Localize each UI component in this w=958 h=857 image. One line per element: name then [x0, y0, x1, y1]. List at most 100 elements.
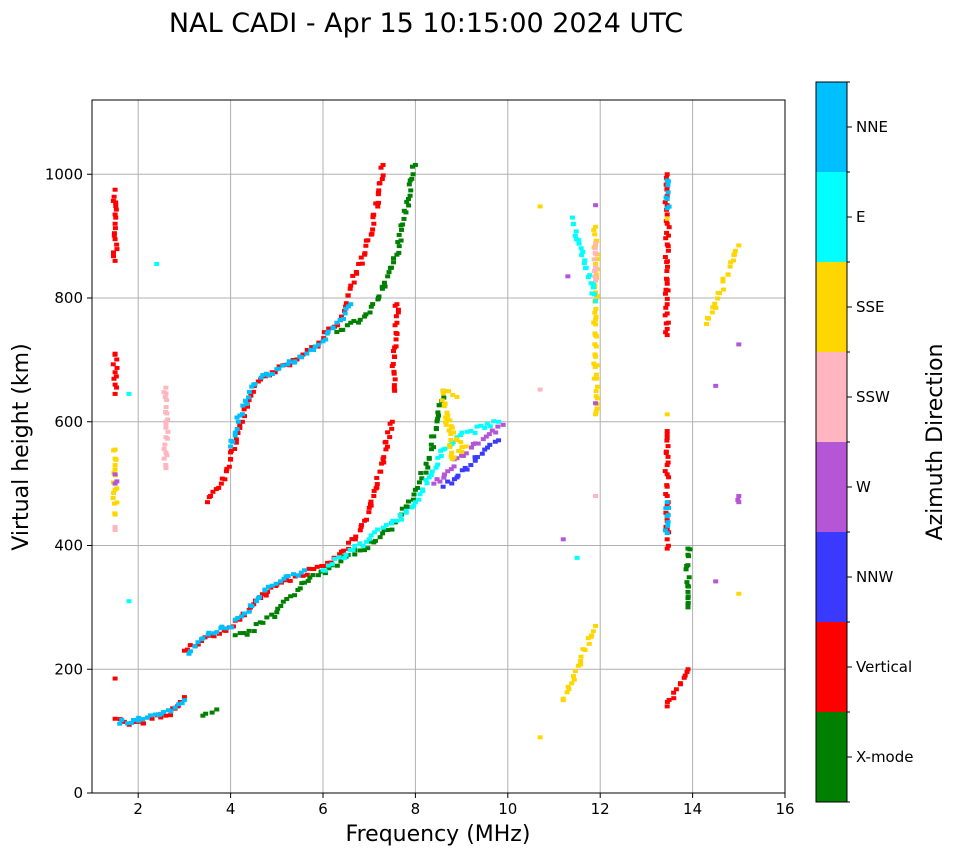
data-point [593, 401, 599, 406]
data-point [736, 243, 742, 248]
data-point [112, 370, 118, 375]
data-point [665, 179, 671, 184]
data-point [326, 326, 332, 331]
data-point [591, 376, 597, 381]
data-point [593, 372, 599, 377]
data-point [431, 445, 437, 450]
data-point [234, 427, 240, 432]
y-tick-label: 1000 [45, 165, 83, 183]
data-point [705, 315, 711, 320]
data-point [440, 388, 446, 393]
data-point [593, 299, 599, 304]
data-point [664, 216, 670, 221]
data-point [445, 417, 451, 422]
data-point [280, 599, 286, 604]
data-point [586, 641, 592, 646]
data-point [663, 330, 669, 335]
data-point [371, 488, 377, 493]
colorbar: X-mode Vertical NNW W SSW SSE E NNE [815, 81, 913, 803]
data-point [406, 182, 412, 187]
y-tick-label: 600 [54, 413, 83, 431]
data-point [408, 188, 414, 193]
data-point [387, 421, 393, 426]
data-point [258, 375, 264, 380]
data-point [664, 260, 670, 265]
data-point [468, 429, 474, 434]
data-point [326, 566, 332, 571]
data-point [445, 469, 451, 474]
data-point [423, 461, 429, 466]
data-point [664, 531, 670, 536]
data-point [347, 286, 353, 291]
data-point [350, 548, 356, 553]
data-point [249, 384, 255, 389]
data-point [381, 455, 387, 460]
data-point [664, 172, 670, 177]
data-point [162, 442, 168, 447]
data-point [573, 237, 579, 242]
data-point [571, 677, 577, 682]
data-point [114, 357, 120, 362]
data-point [592, 268, 598, 273]
data-point [665, 444, 671, 449]
data-point [382, 284, 388, 289]
data-point [269, 583, 275, 588]
colorbar-tick-label: NNE [856, 118, 888, 136]
data-point [300, 573, 306, 578]
data-point [736, 342, 742, 347]
data-point [663, 450, 669, 455]
data-point [257, 620, 263, 625]
data-point [305, 578, 311, 583]
data-point [463, 444, 469, 449]
data-point [349, 537, 355, 542]
data-point [209, 710, 215, 715]
data-point [241, 407, 247, 412]
data-point [367, 502, 373, 507]
data-point [662, 528, 668, 533]
data-point [223, 628, 229, 633]
data-point [731, 252, 737, 257]
data-point [366, 537, 372, 542]
data-point [200, 636, 206, 641]
data-point [665, 523, 671, 528]
data-point [593, 251, 599, 256]
data-point [665, 454, 671, 459]
data-point [292, 359, 298, 364]
data-point [484, 421, 490, 426]
data-point [334, 330, 340, 335]
data-point [111, 233, 117, 238]
data-point [589, 291, 595, 296]
colorbar-segment [816, 352, 847, 442]
data-point [662, 313, 668, 318]
data-point [425, 465, 431, 470]
data-point [110, 250, 116, 255]
data-point [401, 208, 407, 213]
data-point [181, 695, 187, 700]
data-points [110, 162, 742, 740]
data-point [592, 310, 598, 315]
data-point [112, 528, 118, 533]
data-point [374, 475, 380, 480]
data-point [323, 337, 329, 342]
data-point [338, 559, 344, 564]
data-point [164, 411, 170, 416]
data-point [664, 197, 670, 201]
data-point [363, 243, 369, 248]
data-point [348, 320, 354, 325]
data-point [112, 212, 118, 217]
data-point [367, 310, 373, 315]
data-point [232, 633, 238, 638]
data-point [663, 287, 669, 292]
data-point [112, 391, 118, 396]
data-point [537, 387, 543, 392]
data-point [237, 423, 243, 428]
data-point [468, 445, 474, 450]
data-point [246, 398, 252, 403]
data-point [163, 450, 169, 455]
data-point [449, 425, 455, 430]
data-point [435, 462, 441, 467]
data-point [687, 547, 693, 552]
data-point [423, 470, 429, 475]
colorbar-tick-label: W [856, 478, 871, 496]
colorbar-tick-label: NNW [856, 568, 893, 586]
